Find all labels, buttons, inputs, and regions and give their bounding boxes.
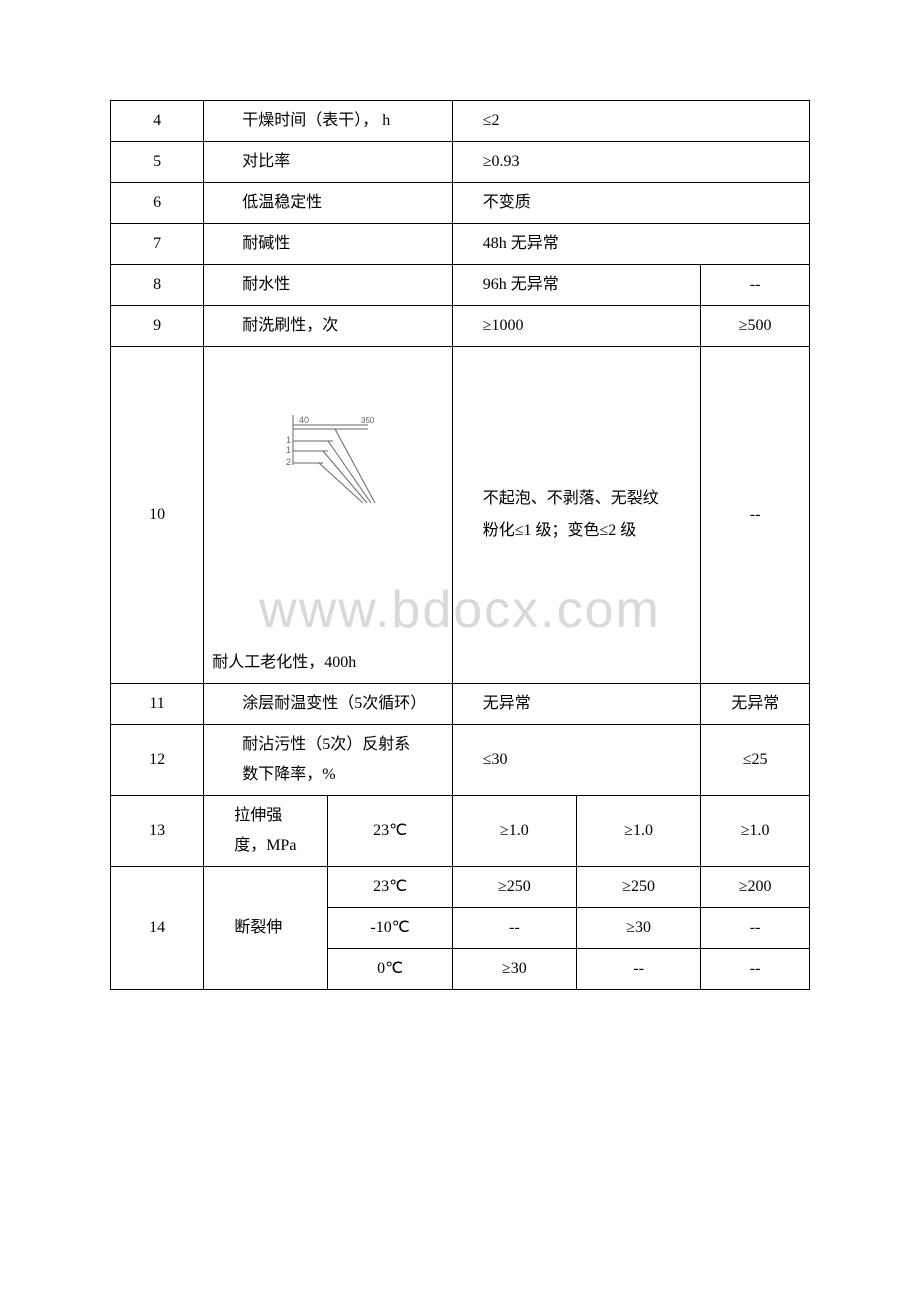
cell-extra: 无异常 [701, 684, 810, 725]
cell-num: 14 [111, 867, 204, 990]
cell-text: ≥0.93 [459, 150, 803, 174]
cell-value: ≥1.0 [576, 796, 700, 867]
cell-name: 干燥时间（表干）， h [204, 101, 453, 142]
document-page: 4 干燥时间（表干）， h ≤2 5 对比率 ≥0.93 6 低温稳定性 不变质… [0, 0, 920, 1050]
cell-text: 48h 无异常 [459, 232, 803, 256]
cell-text: 对比率 [210, 150, 446, 174]
cell-text: 涂层耐温变性（5次循环） [210, 692, 446, 716]
cell-value: 不变质 [452, 183, 809, 224]
cell-value: 96h 无异常 [452, 265, 701, 306]
cell-extra: -- [701, 265, 810, 306]
cell-text: 耐人工老化性，400h [212, 651, 446, 675]
cell-num: 4 [111, 101, 204, 142]
cell-extra: -- [701, 949, 810, 990]
cell-value: ≥0.93 [452, 142, 809, 183]
cell-num: 8 [111, 265, 204, 306]
table-row: 6 低温稳定性 不变质 [111, 183, 810, 224]
cell-cond: 23℃ [328, 796, 452, 867]
cell-value: -- [576, 949, 700, 990]
table-row: 5 对比率 ≥0.93 [111, 142, 810, 183]
aging-diagram-icon: 40 350 1 1 2 [273, 415, 383, 505]
cell-text: 耐沾污性（5次）反射系 [210, 733, 446, 757]
table-row: 7 耐碱性 48h 无异常 [111, 224, 810, 265]
cell-extra: ≥1.0 [701, 796, 810, 867]
cell-text: 耐碱性 [210, 232, 446, 256]
cell-name: 耐洗刷性，次 [204, 306, 453, 347]
cell-name: 耐水性 [204, 265, 453, 306]
cell-num: 12 [111, 725, 204, 796]
cell-text: 干燥时间（表干）， h [210, 109, 446, 133]
cell-value: ≥1000 [452, 306, 701, 347]
cell-value: -- [452, 908, 576, 949]
cell-name-a: 拉伸强 度，MPa [204, 796, 328, 867]
cell-value: 48h 无异常 [452, 224, 809, 265]
cell-value: ≤2 [452, 101, 809, 142]
cell-cond: 0℃ [328, 949, 452, 990]
cell-text: 不起泡、不剥落、无裂纹 [459, 487, 695, 511]
cell-num: 11 [111, 684, 204, 725]
cell-cond: -10℃ [328, 908, 452, 949]
cell-num: 9 [111, 306, 204, 347]
cell-name: 耐碱性 [204, 224, 453, 265]
diagram-label: 1 [286, 445, 291, 455]
cell-num: 10 [111, 347, 204, 684]
cell-name: 耐沾污性（5次）反射系 数下降率，% [204, 725, 453, 796]
diagram-label: 350 [361, 416, 375, 425]
cell-cond: 23℃ [328, 867, 452, 908]
cell-value: 不起泡、不剥落、无裂纹 粉化≤1 级；变色≤2 级 [452, 347, 701, 684]
cell-text: 耐水性 [210, 273, 446, 297]
cell-value: ≤30 [452, 725, 701, 796]
cell-value: ≥1.0 [452, 796, 576, 867]
cell-value: ≥250 [576, 867, 700, 908]
cell-text: 断裂伸 [210, 916, 321, 940]
cell-name: 对比率 [204, 142, 453, 183]
cell-text: 低温稳定性 [210, 191, 446, 215]
cell-text: ≤2 [459, 109, 803, 133]
cell-text: 96h 无异常 [459, 273, 695, 297]
table-row: 4 干燥时间（表干）， h ≤2 [111, 101, 810, 142]
cell-text: 无异常 [459, 692, 695, 716]
table-row: 14 断裂伸 23℃ ≥250 ≥250 ≥200 [111, 867, 810, 908]
diagram-label: 1 [286, 435, 291, 445]
cell-extra: -- [701, 908, 810, 949]
cell-text: ≥1000 [459, 314, 695, 338]
cell-name-diagram: 40 350 1 1 2 耐人工老化性，400h [204, 347, 453, 684]
table-row: 10 40 350 1 1 2 [111, 347, 810, 684]
cell-extra: -- [701, 347, 810, 684]
cell-text: 粉化≤1 级；变色≤2 级 [459, 519, 695, 543]
spec-table: 4 干燥时间（表干）， h ≤2 5 对比率 ≥0.93 6 低温稳定性 不变质… [110, 100, 810, 990]
cell-text: 无异常 [707, 692, 803, 716]
cell-text: 耐洗刷性，次 [210, 314, 446, 338]
cell-text: 度，MPa [210, 834, 321, 858]
cell-num: 6 [111, 183, 204, 224]
table-row: 9 耐洗刷性，次 ≥1000 ≥500 [111, 306, 810, 347]
table-row: 13 拉伸强 度，MPa 23℃ ≥1.0 ≥1.0 ≥1.0 [111, 796, 810, 867]
cell-name: 涂层耐温变性（5次循环） [204, 684, 453, 725]
cell-num: 5 [111, 142, 204, 183]
cell-name-a: 断裂伸 [204, 867, 328, 990]
cell-text: 数下降率，% [210, 763, 446, 787]
cell-value: ≥30 [452, 949, 576, 990]
diagram-label: 40 [299, 415, 309, 425]
cell-extra: ≥500 [701, 306, 810, 347]
cell-text: 不变质 [459, 191, 803, 215]
cell-num: 7 [111, 224, 204, 265]
cell-value: ≥250 [452, 867, 576, 908]
cell-extra: ≤25 [701, 725, 810, 796]
table-row: 12 耐沾污性（5次）反射系 数下降率，% ≤30 ≤25 [111, 725, 810, 796]
cell-text: 拉伸强 [210, 804, 321, 828]
cell-num: 13 [111, 796, 204, 867]
cell-value: 无异常 [452, 684, 701, 725]
cell-text: ≤30 [459, 748, 695, 772]
cell-extra: ≥200 [701, 867, 810, 908]
table-row: 8 耐水性 96h 无异常 -- [111, 265, 810, 306]
table-row: 11 涂层耐温变性（5次循环） 无异常 无异常 [111, 684, 810, 725]
cell-value: ≥30 [576, 908, 700, 949]
diagram-label: 2 [286, 457, 291, 467]
cell-name: 低温稳定性 [204, 183, 453, 224]
